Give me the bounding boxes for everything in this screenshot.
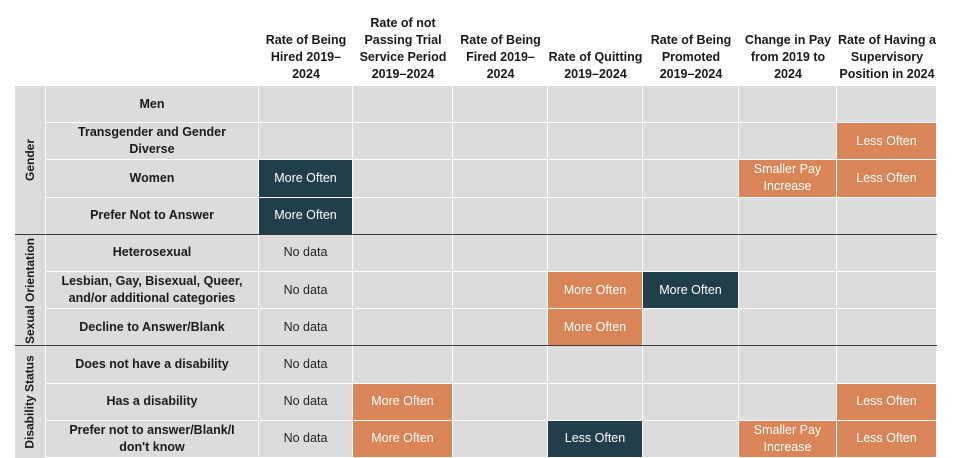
table-cell [643, 86, 739, 124]
table-cell [837, 346, 937, 384]
table-cell: Less Often [837, 383, 937, 421]
table-cell: More Often [259, 160, 353, 198]
table-cell [548, 86, 643, 124]
column-header: Rate of Being Hired 2019–2024 [265, 33, 347, 81]
row-label: Decline to Answer/Blank [46, 309, 259, 347]
table-cell: More Often [548, 272, 643, 310]
table-cell [739, 86, 837, 124]
table-cell: No data [259, 272, 353, 310]
group-label-text: Gender [23, 139, 38, 182]
table-cell [353, 346, 453, 384]
table-cell [453, 272, 548, 310]
table-cell [643, 420, 739, 458]
row-label: Heterosexual [46, 234, 259, 272]
table-cell [643, 123, 739, 161]
table-cell [548, 123, 643, 161]
table-cell: No data [259, 420, 353, 458]
column-header: Rate of not Passing Trial Service Period… [359, 16, 447, 81]
column-header: Rate of Having a Supervisory Position in… [838, 33, 936, 81]
table-cell [739, 123, 837, 161]
table-cell [739, 234, 837, 272]
table-cell [353, 160, 453, 198]
table-cell [643, 160, 739, 198]
group-label: Disability Status [15, 346, 46, 458]
group-label-text: Sexual Orientation [23, 237, 37, 344]
table-cell: More Often [353, 383, 453, 421]
row-label: Lesbian, Gay, Bisexual, Queer, and/or ad… [46, 272, 259, 310]
table-cell: Smaller Pay Increase [739, 420, 837, 458]
table-cell: Less Often [548, 420, 643, 458]
group-label: Sexual Orientation [15, 234, 46, 347]
table-cell [548, 160, 643, 198]
table-cell [837, 234, 937, 272]
table-cell: No data [259, 309, 353, 347]
column-header: Rate of Being Fired 2019–2024 [460, 33, 541, 81]
table-cell [353, 234, 453, 272]
table-cell: Less Often [837, 123, 937, 161]
table-cell: Less Often [837, 420, 937, 458]
row-label: Prefer not to answer/Blank/I don't know [46, 420, 259, 458]
table-cell [837, 197, 937, 235]
table-cell [453, 86, 548, 124]
row-label: Does not have a disability [46, 346, 259, 384]
table-cell [739, 197, 837, 235]
table-cell: More Often [643, 272, 739, 310]
table-cell [548, 234, 643, 272]
table-cell: No data [259, 346, 353, 384]
table-cell [548, 383, 643, 421]
table-cell: More Often [548, 309, 643, 347]
table-cell [453, 197, 548, 235]
column-header: Change in Pay from 2019 to 2024 [744, 33, 832, 81]
table-cell [643, 309, 739, 347]
table-cell [453, 160, 548, 198]
table-cell [353, 123, 453, 161]
group-label-text: Disability Status [23, 355, 38, 449]
row-label: Transgender and Gender Diverse [46, 123, 259, 161]
table-cell [739, 383, 837, 421]
table-cell [453, 346, 548, 384]
table-cell [837, 86, 937, 124]
table-cell [837, 272, 937, 310]
row-label: Women [46, 160, 259, 198]
table-cell: Less Often [837, 160, 937, 198]
table-cell [739, 346, 837, 384]
table-cell: Smaller Pay Increase [739, 160, 837, 198]
table-cell [643, 234, 739, 272]
table-cell [353, 272, 453, 310]
table-cell [453, 234, 548, 272]
table-cell [353, 86, 453, 124]
table-cell [353, 309, 453, 347]
row-label: Men [46, 86, 259, 124]
column-header: Rate of Quitting 2019–2024 [548, 50, 643, 81]
table-cell [643, 346, 739, 384]
table-cell [739, 309, 837, 347]
column-header: Rate of Being Promoted 2019–2024 [650, 33, 732, 81]
table-cell [643, 383, 739, 421]
group-label: Gender [15, 86, 46, 235]
table-cell [453, 309, 548, 347]
table-cell [837, 309, 937, 347]
table-cell [548, 197, 643, 235]
table-cell [453, 383, 548, 421]
table-cell: No data [259, 383, 353, 421]
table-cell [453, 420, 548, 458]
row-label: Prefer Not to Answer [46, 197, 259, 235]
table-cell [259, 86, 353, 124]
table-cell [643, 197, 739, 235]
table-cell: More Often [259, 197, 353, 235]
table-cell [259, 123, 353, 161]
table-cell [453, 123, 548, 161]
table-cell: No data [259, 234, 353, 272]
table-cell: More Often [353, 420, 453, 458]
table-cell [739, 272, 837, 310]
row-label: Has a disability [46, 383, 259, 421]
table-cell [548, 346, 643, 384]
table-cell [353, 197, 453, 235]
